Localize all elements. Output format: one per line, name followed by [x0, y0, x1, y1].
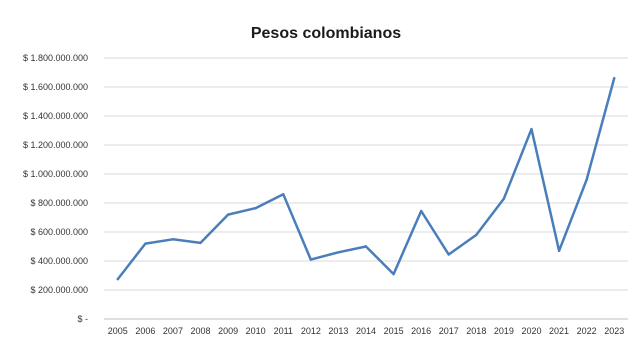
x-tick-label: 2006 — [135, 326, 155, 336]
data-point — [447, 253, 450, 256]
data-point — [254, 206, 257, 210]
data-point — [557, 249, 561, 253]
x-tick-label: 2019 — [494, 326, 514, 336]
x-tick-label: 2012 — [301, 326, 321, 336]
data-point — [199, 241, 202, 245]
x-tick-label: 2016 — [411, 326, 431, 336]
data-point — [392, 272, 395, 276]
data-point — [419, 209, 423, 213]
data-point — [144, 242, 147, 245]
y-tick-label: $ 400.000.000 — [30, 256, 88, 266]
data-point — [530, 127, 533, 131]
x-tick-label: 2005 — [108, 326, 128, 336]
data-point — [226, 213, 230, 216]
x-tick-label: 2023 — [604, 326, 624, 336]
y-tick-label: $ 1.800.000.000 — [23, 53, 88, 63]
data-point — [116, 277, 119, 281]
data-point — [585, 178, 588, 181]
y-axis-ticks: $ - $ 200.000.000 $ 400.000.000 $ 600.000.0… — [23, 53, 88, 324]
y-tick-label: $ 600.000.000 — [30, 227, 88, 237]
series-line — [116, 77, 616, 281]
y-tick-label: $ 1.000.000.000 — [23, 169, 88, 179]
y-tick-label: $ 1.600.000.000 — [23, 82, 88, 92]
x-tick-label: 2022 — [577, 326, 597, 336]
x-tick-label: 2021 — [549, 326, 569, 336]
data-point — [613, 77, 616, 80]
data-point — [309, 258, 313, 261]
x-tick-label: 2018 — [466, 326, 486, 336]
x-tick-label: 2015 — [384, 326, 404, 336]
x-axis-ticks: 2005 2006 2007 2008 2009 2010 2011 2012 2013 2014… — [108, 326, 624, 336]
x-tick-label: 2017 — [439, 326, 459, 336]
x-tick-label: 2011 — [274, 326, 293, 336]
x-tick-label: 2020 — [521, 326, 541, 336]
data-point — [171, 238, 175, 241]
data-point — [337, 251, 340, 254]
x-tick-label: 2010 — [246, 326, 266, 336]
x-tick-label: 2008 — [191, 326, 211, 336]
data-point — [502, 197, 506, 200]
y-tick-label: $ 1.200.000.000 — [23, 140, 88, 150]
x-tick-label: 2007 — [163, 326, 183, 336]
data-point — [364, 245, 368, 248]
gridlines — [104, 57, 628, 320]
x-tick-label: 2013 — [328, 326, 348, 336]
data-point — [282, 193, 285, 196]
x-tick-label: 2014 — [356, 326, 376, 336]
y-tick-label: $ 200.000.000 — [30, 285, 88, 295]
y-tick-label: $ - — [77, 314, 88, 324]
data-point — [475, 233, 478, 237]
y-tick-label: $ 800.000.000 — [30, 198, 88, 208]
chart-title: Pesos colombianos — [251, 25, 401, 42]
y-tick-label: $ 1.400.000.000 — [23, 111, 88, 121]
x-tick-label: 2009 — [218, 326, 238, 336]
series-layer — [116, 77, 616, 281]
